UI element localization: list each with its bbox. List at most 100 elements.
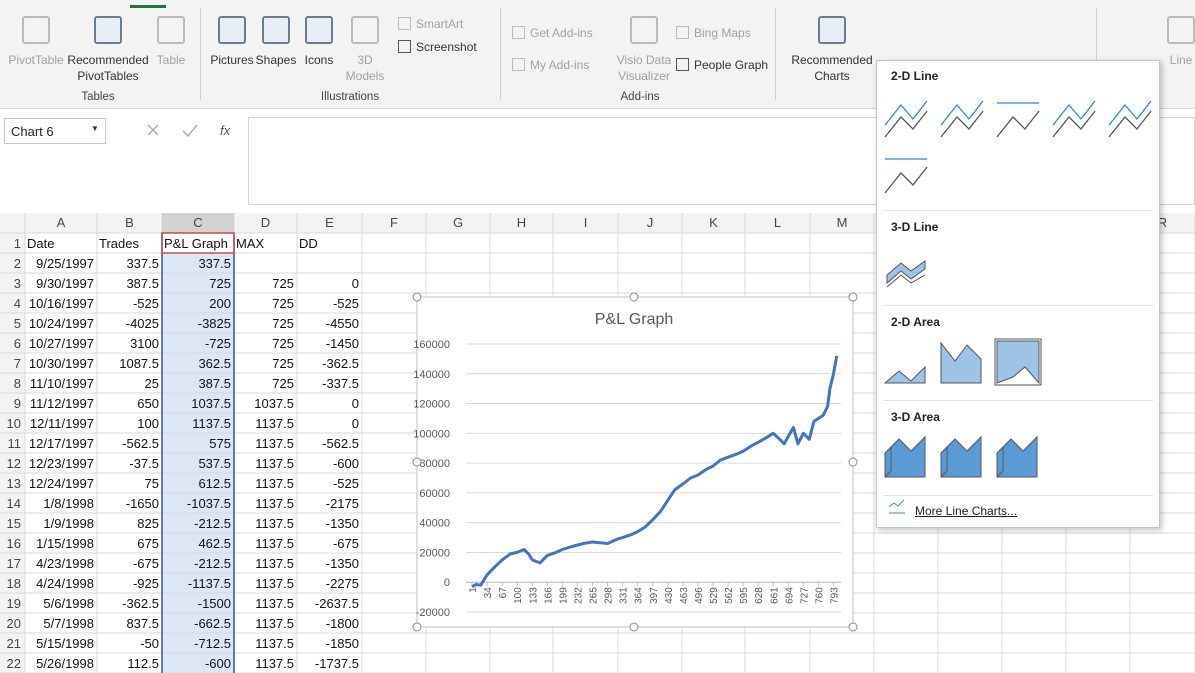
- icon-line: [884, 100, 928, 126]
- cell: 75: [145, 476, 159, 491]
- icon-line: [884, 166, 928, 194]
- cell: -925: [133, 576, 159, 591]
- y-tick-label: 140000: [413, 369, 450, 381]
- embedded-chart[interactable]: P&L Graph -20000 0 20000 40000 60000 80000 1000…: [410, 290, 860, 635]
- cell: 1137.5: [255, 556, 294, 571]
- y-tick-label: 80000: [419, 458, 450, 470]
- row-number: 12: [7, 456, 21, 471]
- ribbon-icon: [630, 16, 658, 44]
- x-tick-label: 529: [709, 587, 720, 604]
- ribbon-button[interactable]: PivotTable: [8, 53, 64, 67]
- resize-handle[interactable]: [848, 622, 858, 632]
- cell: -50: [140, 636, 159, 651]
- ribbon-button[interactable]: Shapes: [255, 53, 297, 67]
- icon-line: [940, 110, 984, 138]
- group-label: Illustrations: [320, 91, 380, 103]
- resize-handle[interactable]: [412, 292, 422, 302]
- section-heading: 3-D Line: [891, 220, 939, 234]
- cell: 1/15/1998: [36, 536, 94, 551]
- cell: -1350: [326, 516, 359, 531]
- cell: 675: [137, 536, 159, 551]
- ribbon-icon: [1167, 16, 1195, 44]
- ribbon-button[interactable]: My Add-ins: [530, 58, 590, 72]
- ribbon-icon: [94, 16, 122, 44]
- ribbon-icon: [818, 16, 846, 44]
- column-header: E: [325, 215, 334, 230]
- x-tick-label: 133: [528, 587, 539, 604]
- ribbon-button[interactable]: Icons: [304, 53, 334, 67]
- x-tick-label: 1: [468, 587, 479, 593]
- cell: -337.5: [322, 376, 359, 391]
- y-tick-label: 120000: [413, 399, 450, 411]
- resize-handle[interactable]: [629, 292, 639, 302]
- cell: -1350: [326, 556, 359, 571]
- column-header: G: [453, 215, 463, 230]
- cell: -3825: [198, 316, 231, 331]
- resize-handle[interactable]: [629, 622, 639, 632]
- ribbon-button[interactable]: People Graph: [694, 58, 769, 72]
- column-header: L: [774, 215, 781, 230]
- icon-3d-area: [884, 447, 892, 478]
- section-separator: [883, 210, 1153, 211]
- group-separator: [200, 8, 201, 100]
- icon-3d-area: [884, 435, 926, 478]
- x-tick-label: 34: [483, 587, 494, 599]
- ribbon-button[interactable]: Screenshot: [416, 40, 477, 54]
- active-tab-underline: [130, 5, 166, 8]
- cell: 462.5: [198, 536, 231, 551]
- cell: -4025: [126, 316, 159, 331]
- y-tick-label: 160000: [413, 339, 450, 351]
- cell: MAX: [236, 236, 265, 251]
- ribbon-icon: [512, 58, 525, 71]
- ribbon-icon: [676, 58, 689, 71]
- cell: 12/17/1997: [29, 436, 94, 451]
- row-number: 17: [7, 556, 21, 571]
- icon-line: [884, 110, 928, 138]
- cell: 1037.5: [254, 396, 294, 411]
- name-box[interactable]: Chart 6 ▼: [4, 118, 106, 144]
- x-tick-label: 430: [664, 587, 675, 604]
- cell: Date: [27, 236, 54, 251]
- row-number: 1: [14, 236, 21, 251]
- cell: -1450: [326, 336, 359, 351]
- ribbon-icon: [157, 16, 185, 44]
- cell: -712.5: [194, 636, 231, 651]
- cell: 1137.5: [255, 536, 294, 551]
- ribbon-button[interactable]: Recommended Charts: [791, 53, 873, 83]
- cell: 0: [352, 276, 359, 291]
- cell: 725: [272, 316, 294, 331]
- more-line-charts[interactable]: More Line Charts...: [915, 504, 1018, 518]
- resize-handle[interactable]: [412, 622, 422, 632]
- line-chart-dropdown: 2-D Line 3-D Line 2-D Area 3-D Area More Lin…: [876, 60, 1160, 528]
- x-tick-label: 100: [513, 587, 524, 604]
- resize-handle[interactable]: [848, 457, 858, 467]
- ribbon-button[interactable]: Table: [156, 53, 186, 67]
- ribbon-button[interactable]: Get Add-ins: [530, 26, 593, 40]
- x-tick-label: 562: [724, 587, 735, 604]
- ribbon-button[interactable]: 3D Models: [345, 53, 385, 83]
- ribbon-button[interactable]: Visio Data Visualizer: [616, 53, 672, 83]
- resize-handle[interactable]: [848, 292, 858, 302]
- row-number: 6: [14, 336, 21, 351]
- ribbon-icon: [305, 16, 333, 44]
- x-tick-label: 661: [769, 587, 780, 604]
- cell: 837.5: [126, 616, 159, 631]
- group-separator: [1096, 8, 1097, 100]
- cell: -600: [205, 656, 231, 671]
- resize-handle[interactable]: [412, 457, 422, 467]
- cell: 1137.5: [255, 496, 294, 511]
- cell: 5/26/1998: [36, 656, 94, 671]
- ribbon-icon: [351, 16, 379, 44]
- chart-type-icons: [883, 97, 1153, 514]
- ribbon-button[interactable]: Line: [1169, 53, 1193, 67]
- group-label: Tables: [81, 91, 115, 103]
- ribbon-icon: [218, 16, 246, 44]
- selected-column-fill: [162, 253, 234, 673]
- ribbon-button[interactable]: SmartArt: [416, 17, 464, 31]
- ribbon-button[interactable]: Pictures: [210, 53, 254, 67]
- ribbon-button[interactable]: Recommended PivotTables: [67, 53, 149, 83]
- cell: 25: [145, 376, 159, 391]
- cell: -600: [333, 456, 359, 471]
- ribbon-button[interactable]: Bing Maps: [694, 26, 751, 40]
